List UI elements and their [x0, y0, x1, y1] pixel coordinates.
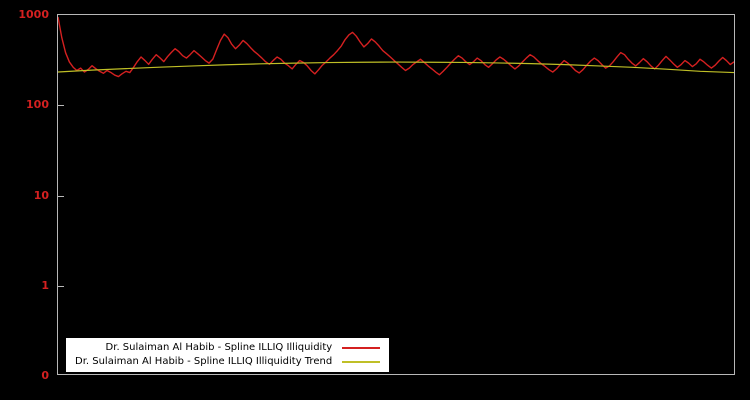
y-tick-label: 1000 [18, 8, 49, 21]
y-axis: 1000 100 10 1 0 [0, 8, 52, 382]
legend-item-illiquidity: Dr. Sulaiman Al Habib - Spline ILLIQ Ill… [75, 341, 381, 354]
trend-series-line [58, 61, 734, 74]
y-tick-label: 100 [26, 98, 49, 112]
y-tick-mark [58, 195, 64, 197]
series-canvas [58, 16, 734, 78]
y-tick-label: 0 [41, 369, 49, 382]
plot-area: Dr. Sulaiman Al Habib - Spline ILLIQ Ill… [57, 14, 735, 375]
legend-item-trend: Dr. Sulaiman Al Habib - Spline ILLIQ Ill… [75, 355, 381, 368]
legend-swatch-trend-line [342, 360, 381, 363]
legend: Dr. Sulaiman Al Habib - Spline ILLIQ Ill… [66, 338, 390, 372]
y-tick-label: 1 [41, 278, 49, 292]
legend-label-illiquidity: Dr. Sulaiman Al Habib - Spline ILLIQ Ill… [105, 342, 333, 353]
y-tick-mark [58, 285, 64, 287]
y-tick-label: 10 [33, 188, 49, 202]
y-tick-mark [58, 105, 64, 107]
legend-swatch-illiquidity-line [342, 346, 381, 349]
legend-label-trend: Dr. Sulaiman Al Habib - Spline ILLIQ Ill… [75, 356, 333, 367]
